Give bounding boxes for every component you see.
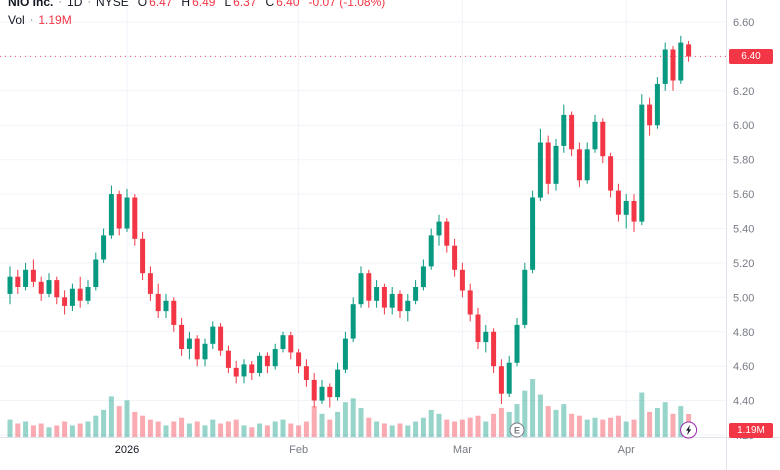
candles[interactable] (7, 35, 692, 408)
svg-text:2026: 2026 (115, 444, 139, 456)
open-value: 6.47 (149, 0, 173, 9)
svg-text:6.60: 6.60 (733, 17, 754, 29)
last-price-badge: 6.40 (729, 48, 773, 64)
svg-text:6.20: 6.20 (733, 86, 754, 98)
last-volume-badge: 1.19M (729, 423, 773, 438)
change-value: -0.07 (-1.08%) (308, 0, 386, 9)
symbol-title[interactable]: NIO Inc. (8, 0, 54, 9)
volume-legend-row: Vol · 1.19M (8, 11, 385, 29)
svg-text:5.80: 5.80 (733, 155, 754, 167)
lightning-bolt-icon[interactable] (680, 421, 698, 439)
exchange-label: NYSE (96, 0, 129, 9)
svg-text:Mar: Mar (453, 444, 472, 456)
svg-text:5.40: 5.40 (733, 224, 754, 236)
svg-text:5.60: 5.60 (733, 189, 754, 201)
legend: NIO Inc. · 1D · NYSE O 6.47 H 6.49 L 6.37 C… (8, 0, 385, 29)
low-value: 6.37 (233, 0, 257, 9)
svg-text:5.20: 5.20 (733, 258, 754, 270)
earnings-marker[interactable]: E (509, 422, 525, 438)
close-value: 6.40 (276, 0, 300, 9)
close-label: C (265, 0, 275, 9)
legend-separator: · (58, 0, 63, 8)
svg-text:4.80: 4.80 (733, 327, 754, 339)
interval-label[interactable]: 1D (67, 0, 83, 9)
high-value: 6.49 (192, 0, 216, 9)
volume-value: 1.19M (38, 13, 72, 27)
svg-text:6.00: 6.00 (733, 120, 754, 132)
volume-bars (7, 379, 692, 437)
svg-text:5.00: 5.00 (733, 292, 754, 304)
legend-separator: · (29, 14, 34, 26)
svg-text:4.60: 4.60 (733, 361, 754, 373)
svg-text:E: E (514, 426, 520, 436)
low-label: L (224, 0, 232, 9)
svg-text:Apr: Apr (618, 444, 635, 456)
time-axis[interactable]: 2026 Feb Mar Apr (115, 444, 635, 456)
high-label: H (181, 0, 191, 9)
symbol-legend-row: NIO Inc. · 1D · NYSE O 6.47 H 6.49 L 6.37 C… (8, 0, 385, 11)
svg-text:4.40: 4.40 (733, 396, 754, 408)
legend-separator: · (87, 0, 92, 8)
open-label: O (137, 0, 148, 9)
volume-label[interactable]: Vol (8, 13, 25, 27)
svg-text:Feb: Feb (289, 444, 308, 456)
price-axis[interactable]: 6.606.406.206.005.805.605.405.205.004.80… (733, 17, 754, 442)
